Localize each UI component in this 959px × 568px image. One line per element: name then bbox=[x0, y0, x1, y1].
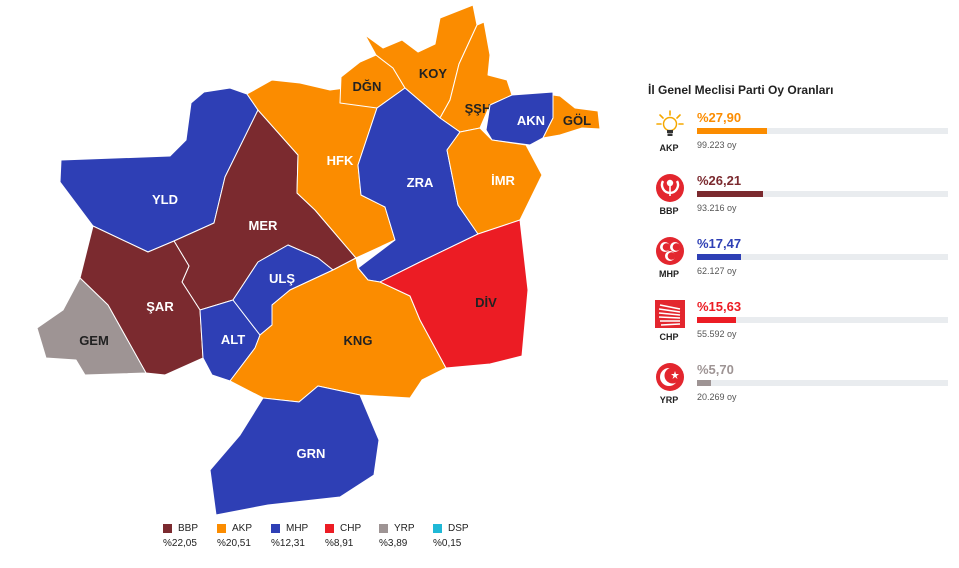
legend-party: YRP bbox=[394, 522, 415, 534]
crescent-icon bbox=[656, 363, 684, 391]
three-crescents-icon bbox=[656, 237, 684, 265]
party-votes: 62.127 oy bbox=[697, 266, 737, 276]
party-percent: %5,70 bbox=[697, 362, 734, 377]
legend-swatch bbox=[271, 523, 280, 533]
party-share-bar bbox=[697, 254, 948, 260]
district-mer-label: MER bbox=[249, 218, 279, 233]
legend-swatch bbox=[379, 523, 388, 533]
party-percent: %15,63 bbox=[697, 299, 742, 314]
legend-percent: %22,05 bbox=[163, 538, 197, 549]
legend-item-bbp: BBP %22,05 bbox=[163, 521, 217, 549]
legend-percent: %8,91 bbox=[325, 538, 354, 549]
party-share-fill bbox=[697, 128, 768, 134]
district-map: YLD MER ŞAR GEM ALT ULŞ HFK DĞN KOY ŞŞ bbox=[36, 4, 601, 516]
legend-swatch bbox=[217, 523, 226, 533]
district-gol-label: GÖL bbox=[563, 113, 591, 128]
district-gol[interactable]: GÖL bbox=[542, 94, 601, 139]
district-div[interactable]: DİV bbox=[379, 219, 529, 369]
party-abbr: BBP bbox=[659, 206, 679, 216]
district-gem-shape[interactable] bbox=[36, 277, 147, 376]
district-uls-label: ULŞ bbox=[269, 271, 295, 286]
district-sar-label: ŞAR bbox=[146, 299, 174, 314]
legend-swatch bbox=[163, 523, 172, 533]
party-votes: 55.592 oy bbox=[697, 329, 737, 339]
party-votes: 93.216 oy bbox=[697, 203, 737, 213]
party-abbr: AKP bbox=[659, 143, 679, 153]
district-div-shape[interactable] bbox=[379, 219, 529, 369]
district-gem[interactable]: GEM bbox=[36, 277, 147, 376]
legend-percent: %12,31 bbox=[271, 538, 305, 549]
party-share-bar bbox=[697, 128, 948, 134]
district-akn-label: AKN bbox=[517, 113, 545, 128]
district-hfk-label: HFK bbox=[327, 153, 354, 168]
party-percent: %27,90 bbox=[697, 110, 742, 125]
party-row-yrp[interactable]: YRP %5,70 20.269 oy bbox=[648, 362, 948, 425]
party-share-bar bbox=[697, 191, 948, 197]
party-percent: %17,47 bbox=[697, 236, 742, 251]
six-arrows-icon bbox=[655, 300, 685, 328]
legend-swatch bbox=[433, 523, 442, 533]
party-percent: %26,21 bbox=[697, 173, 742, 188]
party-row-chp[interactable]: CHP %15,63 55.592 oy bbox=[648, 299, 948, 362]
district-ssh-label: ŞŞH bbox=[465, 101, 492, 116]
party-abbr: YRP bbox=[659, 395, 679, 405]
party-share-fill bbox=[697, 191, 763, 197]
district-grn-label: GRN bbox=[297, 446, 326, 461]
party-share-fill bbox=[697, 254, 741, 260]
lightbulb-icon bbox=[656, 110, 684, 136]
district-kng-label: KNG bbox=[344, 333, 373, 348]
legend-item-yrp: YRP %3,89 bbox=[379, 521, 433, 549]
map-legend: BBP %22,05 AKP %20,51 MHP %12,31 CHP %8,… bbox=[163, 521, 487, 549]
party-abbr: MHP bbox=[659, 269, 679, 279]
district-gol-shape[interactable] bbox=[542, 94, 601, 139]
legend-party: MHP bbox=[286, 522, 309, 534]
party-share-fill bbox=[697, 380, 712, 386]
party-share-bar bbox=[697, 317, 948, 323]
legend-percent: %3,89 bbox=[379, 538, 408, 549]
party-results-panel: İl Genel Meclisi Parti Oy Oranları AKP %… bbox=[648, 80, 948, 425]
district-grn-shape[interactable] bbox=[209, 385, 380, 516]
panel-title: İl Genel Meclisi Parti Oy Oranları bbox=[648, 83, 834, 97]
district-koy-label: KOY bbox=[419, 66, 448, 81]
rose-icon bbox=[656, 174, 684, 202]
party-row-akp[interactable]: AKP %27,90 99.223 oy bbox=[648, 110, 948, 173]
party-abbr: CHP bbox=[659, 332, 679, 342]
legend-swatch bbox=[325, 523, 334, 533]
party-votes: 99.223 oy bbox=[697, 140, 737, 150]
party-share-fill bbox=[697, 317, 737, 323]
district-div-label: DİV bbox=[475, 295, 497, 310]
district-imr[interactable]: İMR bbox=[446, 127, 543, 235]
district-yld-label: YLD bbox=[152, 192, 178, 207]
district-gem-label: GEM bbox=[79, 333, 109, 348]
legend-percent: %0,15 bbox=[433, 538, 462, 549]
legend-item-dsp: DSP %0,15 bbox=[433, 521, 487, 549]
legend-percent: %20,51 bbox=[217, 538, 251, 549]
party-row-bbp[interactable]: BBP %26,21 93.216 oy bbox=[648, 173, 948, 236]
legend-item-mhp: MHP %12,31 bbox=[271, 521, 325, 549]
legend-party: CHP bbox=[340, 522, 362, 534]
district-akn[interactable]: AKN bbox=[485, 91, 554, 146]
legend-party: AKP bbox=[232, 522, 253, 534]
legend-party: BBP bbox=[178, 522, 199, 534]
district-imr-shape[interactable] bbox=[446, 127, 543, 235]
party-share-bar bbox=[697, 380, 948, 386]
legend-party: DSP bbox=[448, 522, 469, 534]
legend-item-akp: AKP %20,51 bbox=[217, 521, 271, 549]
district-zra-label: ZRA bbox=[407, 175, 434, 190]
party-row-mhp[interactable]: MHP %17,47 62.127 oy bbox=[648, 236, 948, 299]
district-alt-label: ALT bbox=[221, 332, 245, 347]
district-zra[interactable]: ZRA bbox=[357, 87, 479, 283]
party-votes: 20.269 oy bbox=[697, 392, 737, 402]
district-grn[interactable]: GRN bbox=[209, 385, 380, 516]
district-imr-label: İMR bbox=[491, 173, 515, 188]
district-dgn-label: DĞN bbox=[353, 79, 382, 94]
legend-item-chp: CHP %8,91 bbox=[325, 521, 379, 549]
